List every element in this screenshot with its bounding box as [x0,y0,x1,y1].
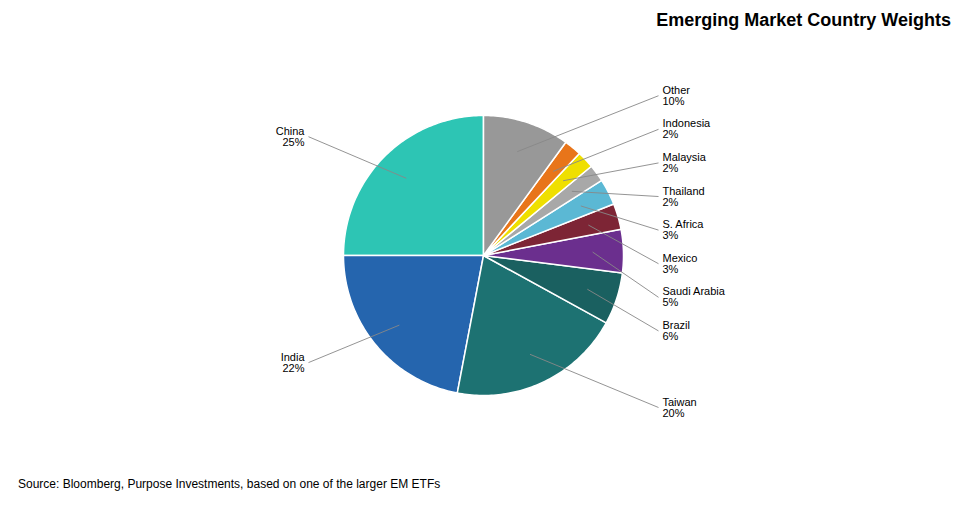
svg-text:S. Africa3%: S. Africa3% [663,218,705,241]
svg-text:Thailand2%: Thailand2% [663,185,705,208]
html-text:Source: Bloomberg, Purpose Inv: Source: Bloomberg, Purpose Investments, … [18,477,441,491]
svg-text:India22%: India22% [281,351,306,374]
svg-text:Indonesia2%: Indonesia2% [663,117,712,140]
svg-text:China25%: China25% [276,125,306,148]
svg-text:Saudi Arabia5%: Saudi Arabia5% [663,285,726,308]
svg-text:Brazil6%: Brazil6% [663,319,691,342]
svg-text:Other10%: Other10% [663,84,691,107]
svg-text:Malaysia2%: Malaysia2% [663,151,707,174]
html-text:Emerging Market Country Weight: Emerging Market Country Weights [656,10,951,30]
svg-text:Mexico3%: Mexico3% [663,252,698,275]
svg-text:Taiwan20%: Taiwan20% [663,396,697,419]
